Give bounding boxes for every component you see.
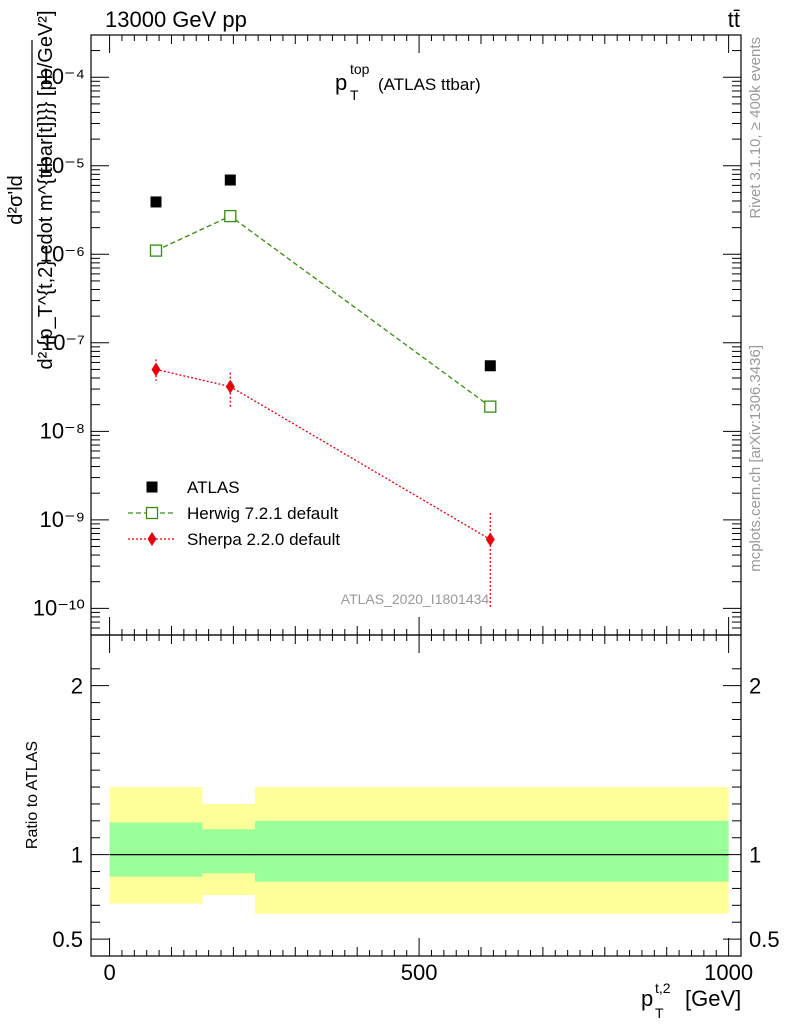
data-marker (484, 360, 496, 372)
ratio-y-tick-label: 1 (71, 843, 83, 868)
legend-label: ATLAS (187, 478, 240, 497)
herwig-line (155, 215, 491, 408)
plot-title-sub: T (350, 87, 359, 103)
ratio-band-inner-1 (202, 829, 256, 874)
ratio-y-tick-label-right: 2 (749, 674, 761, 699)
legend-sherpa-marker (147, 532, 157, 546)
analysis-watermark: ATLAS_2020_I1801434 (341, 591, 490, 607)
mcplots-text: mcplots.cern.ch [arXiv:1306.3436] (747, 345, 764, 572)
ratio-y-tick-label: 0.5 (52, 927, 83, 952)
data-marker (150, 196, 162, 208)
main-y-tick-label: 10⁻⁴ (39, 64, 85, 89)
main-y-tick-label: 10⁻⁸ (40, 418, 85, 443)
data-marker (224, 174, 236, 186)
axis-ticks (91, 35, 741, 956)
legend-label: Herwig 7.2.1 default (187, 504, 338, 523)
main-y-tick-label: 10⁻¹⁰ (33, 595, 85, 620)
sherpa-marker (225, 379, 235, 394)
y-axis-label: d²σ'ld d² {p_T^{t,2} cdot m^{ttbar[t]}}}… (5, 11, 57, 370)
ratio-y-tick-label-right: 1 (749, 843, 761, 868)
main-y-tick-label: 10⁻⁹ (39, 507, 85, 532)
rivet-version-text: Rivet 3.1.10, ≥ 400k events (747, 37, 764, 219)
x-axis-label-sup: t,2 (655, 980, 671, 996)
herwig-marker (484, 400, 497, 413)
legend-data-marker (146, 481, 158, 493)
main-y-tick-label: 10⁻⁵ (40, 153, 85, 178)
legend: ATLAS Herwig 7.2.1 default Sherpa 2.2.0 de… (128, 478, 340, 549)
y-axis-label-numerator: d²σ'ld (5, 175, 27, 225)
y-axis-label-denominator: d² {p_T^{t,2} cdot m^{ttbar[t]}}} [pb/Ge… (35, 11, 57, 370)
x-axis-label-main: p (641, 986, 653, 1011)
main-y-tick-label: 10⁻⁶ (40, 241, 85, 266)
header-left: 13000 GeV pp (105, 7, 247, 32)
main-y-tick-label: 10⁻⁷ (41, 330, 85, 355)
x-axis-label-sub: T (655, 1005, 664, 1021)
ratio-bands (109, 787, 729, 914)
x-tick-label: 0 (103, 960, 115, 985)
ratio-y-tick-label: 2 (71, 674, 83, 699)
ratio-y-tick-label-right: 0.5 (749, 927, 780, 952)
plot-title-rest: (ATLAS ttbar) (378, 75, 481, 94)
ratio-band-inner-0 (109, 822, 203, 877)
plot-title-sup: top (350, 61, 370, 77)
sherpa-marker (151, 362, 161, 377)
legend-herwig-marker (145, 506, 159, 520)
plot-title: p top T (ATLAS ttbar) (335, 61, 481, 103)
herwig-marker (224, 209, 237, 223)
ratio-axis-label: Ratio to ATLAS (24, 741, 41, 849)
sherpa-marker (485, 532, 495, 547)
tick-labels: 10⁻¹⁰ 10⁻⁹ 10⁻⁸ 10⁻⁷ 10⁻⁶ 10⁻⁵ 10⁻⁴ 0.5 0.5 1 1 2 2 0… (33, 64, 780, 985)
herwig-marker (149, 244, 163, 257)
x-tick-label: 1000 (704, 960, 753, 985)
x-tick-label: 500 (401, 960, 438, 985)
series-layer (149, 174, 497, 609)
header-right: tt̄ (728, 7, 740, 32)
plot-title-main: p (335, 70, 347, 95)
x-axis-label-unit: [GeV] (685, 986, 741, 1011)
ratio-band-inner-2 (255, 820, 729, 882)
x-axis-label: p t,2 T [GeV] (641, 980, 741, 1021)
legend-label: Sherpa 2.2.0 default (187, 530, 340, 549)
ratio-panel-frame (90, 634, 742, 957)
